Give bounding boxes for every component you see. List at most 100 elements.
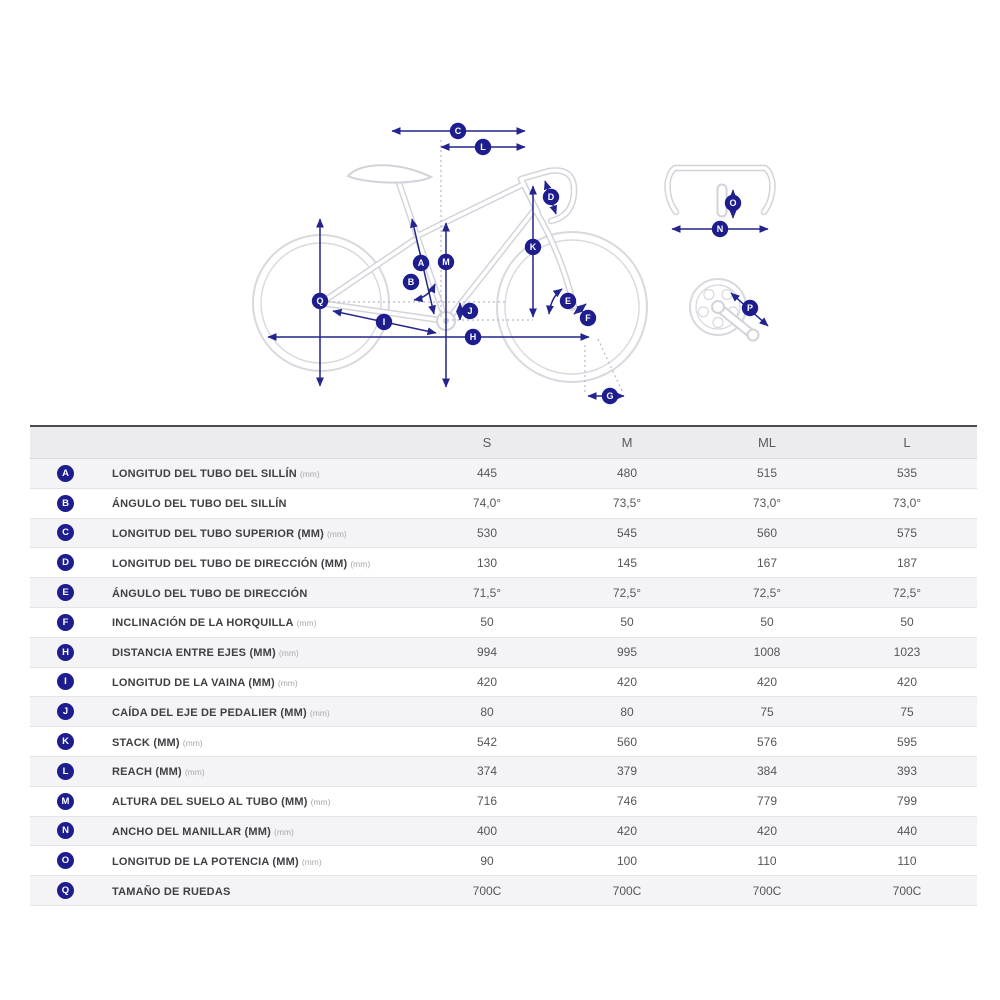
row-value-l: 75 [900, 704, 914, 719]
table-row: O LONGITUD DE LA POTENCIA (MM) (mm) 90 10… [30, 846, 977, 877]
diagram-marker-c: C [449, 122, 467, 140]
row-unit: (mm) [184, 767, 205, 778]
row-value-l: 700C [892, 883, 922, 898]
row-value-ml: 73,0° [752, 496, 782, 511]
row-unit: (mm) [299, 469, 320, 480]
table-row: K STACK (MM) (mm) 542 560 576 595 [30, 727, 977, 757]
row-value-l: 187 [896, 555, 918, 570]
diagram-marker-f: F [579, 309, 597, 327]
row-value-l: 799 [896, 794, 918, 809]
table-row: E ÁNGULO DEL TUBO DE DIRECCIÓN 71,5° 72,… [30, 578, 977, 608]
row-letter-badge: K [57, 733, 74, 751]
diagram-marker-o: O [724, 194, 742, 212]
row-value-s: 374 [476, 764, 498, 779]
row-value-s: 74,0° [472, 496, 502, 511]
diagram-marker-g: G [601, 387, 619, 405]
row-value-m: 746 [616, 794, 638, 809]
row-label: ALTURA DEL SUELO AL TUBO (MM) [112, 796, 308, 809]
row-value-s: 90 [480, 853, 494, 868]
svg-text:A: A [418, 258, 425, 268]
svg-text:M: M [442, 257, 450, 267]
diagram-marker-q: Q [311, 292, 329, 310]
row-value-l: 535 [896, 466, 918, 481]
svg-text:B: B [408, 277, 415, 287]
row-label-cell: CAÍDA DEL EJE DE PEDALIER (MM) (mm) [112, 703, 417, 721]
table-row: D LONGITUD DEL TUBO DE DIRECCIÓN (MM) (mm… [30, 548, 977, 579]
row-value-ml: 72,5° [752, 585, 782, 600]
size-header-m: M [621, 435, 633, 450]
row-letter-badge: I [57, 673, 74, 691]
row-label: LONGITUD DE LA VAINA (MM) [112, 676, 275, 689]
row-letter-badge: F [57, 613, 74, 631]
row-label: ANCHO DEL MANILLAR (MM) [112, 825, 271, 838]
row-value-ml: 779 [756, 794, 778, 809]
row-value-ml: 420 [756, 823, 778, 838]
svg-text:Q: Q [316, 296, 323, 306]
handlebar-front-view [668, 168, 773, 218]
table-row: H DISTANCIA ENTRE EJES (MM) (mm) 994 995 … [30, 637, 977, 668]
row-unit: (mm) [296, 618, 317, 629]
row-value-m: 50 [620, 615, 634, 630]
row-value-l: 50 [900, 615, 914, 630]
row-label-cell: LONGITUD DEL TUBO SUPERIOR (MM) (mm) [112, 524, 417, 542]
row-letter-badge: E [57, 584, 74, 602]
diagram-marker-p: P [741, 299, 759, 317]
row-value-m: 72,5° [612, 585, 642, 600]
svg-text:F: F [585, 313, 591, 323]
svg-text:E: E [565, 296, 571, 306]
row-label-cell: INCLINACIÓN DE LA HORQUILLA (mm) [112, 613, 417, 631]
table-row: F INCLINACIÓN DE LA HORQUILLA (mm) 50 50 … [30, 607, 977, 638]
svg-text:I: I [383, 317, 386, 327]
row-value-ml: 50 [760, 615, 774, 630]
row-label-cell: ÁNGULO DEL TUBO DEL SILLÍN [112, 494, 417, 512]
row-value-m: 145 [616, 555, 638, 570]
bike-diagram-svg: AB C D E F G H I J K L M N O P Q [252, 122, 1000, 405]
size-header-l: L [903, 435, 911, 450]
row-value-ml: 700C [752, 883, 782, 898]
table-row: L REACH (MM) (mm) 374 379 384 393 [30, 756, 977, 787]
row-label-cell: TAMAÑO DE RUEDAS [112, 882, 417, 900]
row-label: LONGITUD DEL TUBO DE DIRECCIÓN (MM) [112, 557, 348, 570]
svg-text:O: O [729, 198, 736, 208]
diagram-marker-i: I [375, 313, 393, 331]
row-label-cell: LONGITUD DEL TUBO DEL SILLÍN (mm) [112, 464, 417, 482]
row-value-l: 420 [896, 674, 918, 689]
row-value-s: 445 [476, 466, 498, 481]
svg-text:K: K [530, 242, 537, 252]
table-row: Q TAMAÑO DE RUEDAS 700C 700C 700C 700C [30, 876, 977, 906]
table-header-row: S M ML L [30, 427, 977, 459]
row-unit: (mm) [309, 707, 330, 718]
table-row: B ÁNGULO DEL TUBO DEL SILLÍN 74,0° 73,5°… [30, 488, 977, 519]
diagram-marker-n: N [711, 220, 729, 238]
row-value-s: 400 [476, 823, 498, 838]
diagram-marker-k: K [524, 238, 542, 256]
row-value-s: 130 [476, 555, 498, 570]
row-label-cell: REACH (MM) (mm) [112, 762, 417, 780]
row-value-ml: 1008 [753, 645, 781, 660]
row-unit: (mm) [310, 797, 331, 808]
svg-text:J: J [467, 306, 472, 316]
svg-text:C: C [455, 126, 462, 136]
diagram-letter-badges: AB C D E F G H I J K L M N O P Q [311, 122, 759, 405]
row-value-s: 80 [480, 704, 494, 719]
row-unit: (mm) [277, 677, 298, 688]
row-value-m: 100 [616, 853, 638, 868]
row-unit: (mm) [182, 737, 203, 748]
diagram-marker-m: M [437, 253, 455, 271]
row-value-m: 545 [616, 525, 638, 540]
row-value-ml: 167 [756, 555, 778, 570]
row-label: CAÍDA DEL EJE DE PEDALIER (MM) [112, 706, 307, 719]
row-value-ml: 515 [756, 466, 778, 481]
row-value-s: 530 [476, 525, 498, 540]
table-row: A LONGITUD DEL TUBO DEL SILLÍN (mm) 445 4… [30, 459, 977, 489]
row-value-m: 560 [616, 734, 638, 749]
svg-text:P: P [747, 303, 753, 313]
row-value-m: 420 [616, 674, 638, 689]
table-body: A LONGITUD DEL TUBO DEL SILLÍN (mm) 445 4… [30, 459, 977, 906]
diagram-marker-e: E [559, 292, 577, 310]
row-value-s: 716 [476, 794, 498, 809]
row-value-l: 1023 [893, 645, 921, 660]
row-unit: (mm) [326, 528, 347, 539]
diagram-marker-d: D [542, 188, 560, 206]
